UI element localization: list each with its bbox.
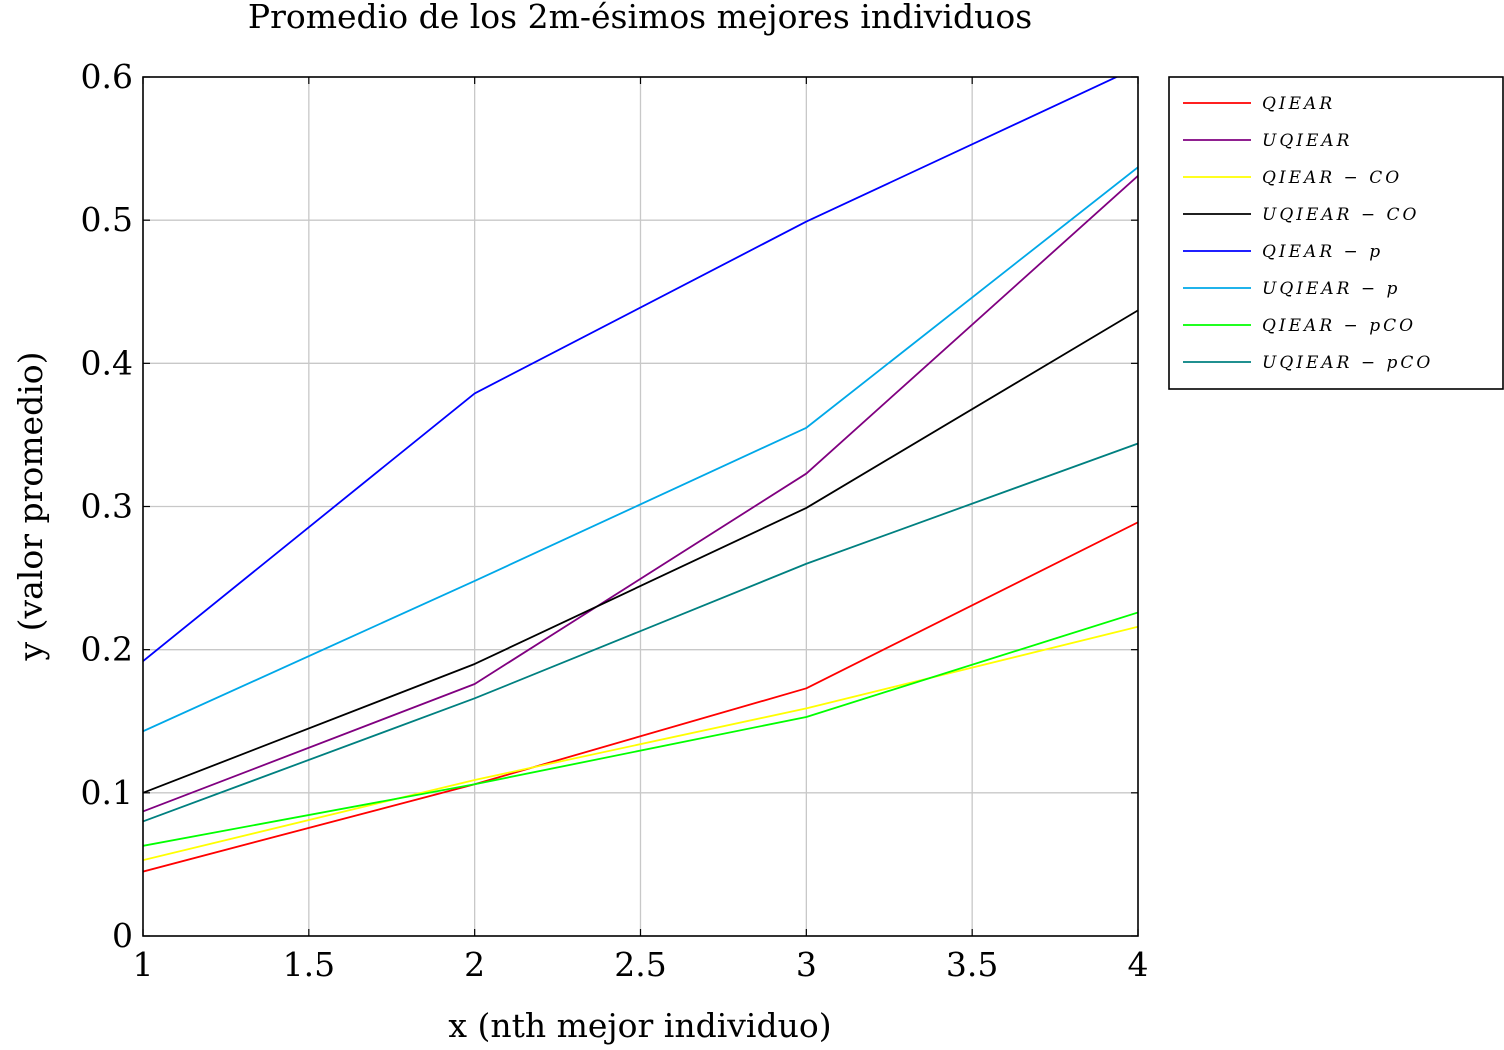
y-tick-labels: 0 0.1 0.2 0.3 0.4 0.5 0.6: [81, 57, 133, 955]
chart-title: Promedio de los 2m-ésimos mejores indivi…: [248, 0, 1032, 36]
legend-box: [1168, 76, 1504, 390]
series-line: [143, 77, 1119, 662]
y-tick-label: 0.3: [81, 487, 133, 526]
series-line: [143, 625, 1138, 861]
legend-entry: UQIEAR: [1262, 131, 1352, 151]
y-tick-label: 0.2: [81, 630, 133, 669]
y-tick-label: 0.6: [81, 57, 133, 96]
x-tick-label: 2.5: [614, 945, 666, 984]
legend-entry: UQIEAR − pCO: [1262, 353, 1433, 373]
series-line: [143, 175, 1138, 813]
legend: QIEAR UQIEAR QIEAR − CO UQIEAR − CO QIEAR − …: [1168, 76, 1504, 390]
legend-entry: QIEAR − p: [1262, 242, 1383, 262]
legend-entry: UQIEAR − CO: [1262, 205, 1419, 225]
y-tick-label: 0.4: [81, 343, 133, 382]
series-line: [143, 166, 1138, 733]
x-tick-label: 1.5: [283, 945, 335, 984]
series-line: [143, 309, 1138, 794]
x-tick-label: 2: [464, 945, 485, 984]
y-axis-label: y (valor promedio): [11, 351, 50, 661]
legend-entry: QIEAR: [1262, 94, 1335, 114]
legend-entry: UQIEAR − p: [1262, 279, 1400, 299]
y-tick-label: 0: [112, 916, 133, 955]
x-tick-labels: 1 1.5 2 2.5 3 3.5 4: [133, 945, 1149, 984]
legend-entry: QIEAR − pCO: [1262, 316, 1416, 336]
grid: [143, 77, 1138, 936]
x-tick-label: 1: [133, 945, 154, 984]
y-tick-label: 0.5: [81, 200, 133, 239]
x-tick-label: 3: [796, 945, 817, 984]
x-axis-label: x (nth mejor individuo): [448, 1006, 831, 1045]
series-line: [143, 442, 1138, 823]
series-group: [143, 77, 1138, 873]
series-line: [143, 611, 1138, 847]
legend-entry: QIEAR − CO: [1262, 168, 1402, 188]
y-tick-label: 0.1: [81, 773, 133, 812]
x-tick-label: 4: [1128, 945, 1149, 984]
tick-marks: [142, 76, 1139, 937]
series-line: [143, 521, 1138, 873]
x-tick-label: 3.5: [946, 945, 998, 984]
